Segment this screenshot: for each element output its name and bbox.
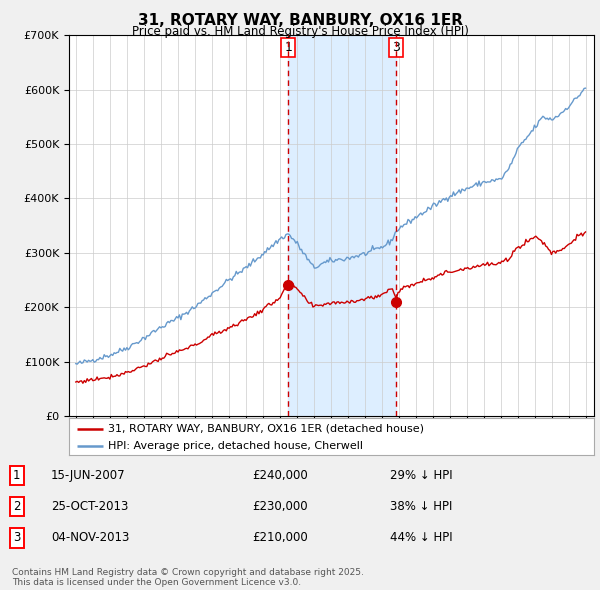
Text: 04-NOV-2013: 04-NOV-2013 [51, 531, 130, 544]
Text: 31, ROTARY WAY, BANBURY, OX16 1ER (detached house): 31, ROTARY WAY, BANBURY, OX16 1ER (detac… [109, 424, 424, 434]
Text: 15-JUN-2007: 15-JUN-2007 [51, 469, 125, 482]
Bar [288, 35, 396, 416]
Text: 38% ↓ HPI: 38% ↓ HPI [390, 500, 452, 513]
Text: 2: 2 [13, 500, 20, 513]
Text: Contains HM Land Registry data © Crown copyright and database right 2025.
This d: Contains HM Land Registry data © Crown c… [12, 568, 364, 587]
Text: £230,000: £230,000 [252, 500, 308, 513]
Text: 29% ↓ HPI: 29% ↓ HPI [390, 469, 452, 482]
Text: HPI: Average price, detached house, Cherwell: HPI: Average price, detached house, Cher… [109, 441, 364, 451]
Text: 25-OCT-2013: 25-OCT-2013 [51, 500, 128, 513]
Text: £240,000: £240,000 [252, 469, 308, 482]
Text: 3: 3 [392, 41, 400, 54]
Text: Price paid vs. HM Land Registry's House Price Index (HPI): Price paid vs. HM Land Registry's House … [131, 25, 469, 38]
Text: 3: 3 [13, 531, 20, 544]
Text: £210,000: £210,000 [252, 531, 308, 544]
Text: 31, ROTARY WAY, BANBURY, OX16 1ER: 31, ROTARY WAY, BANBURY, OX16 1ER [137, 13, 463, 28]
Text: 1: 1 [13, 469, 20, 482]
Text: 44% ↓ HPI: 44% ↓ HPI [390, 531, 452, 544]
Text: 1: 1 [284, 41, 292, 54]
